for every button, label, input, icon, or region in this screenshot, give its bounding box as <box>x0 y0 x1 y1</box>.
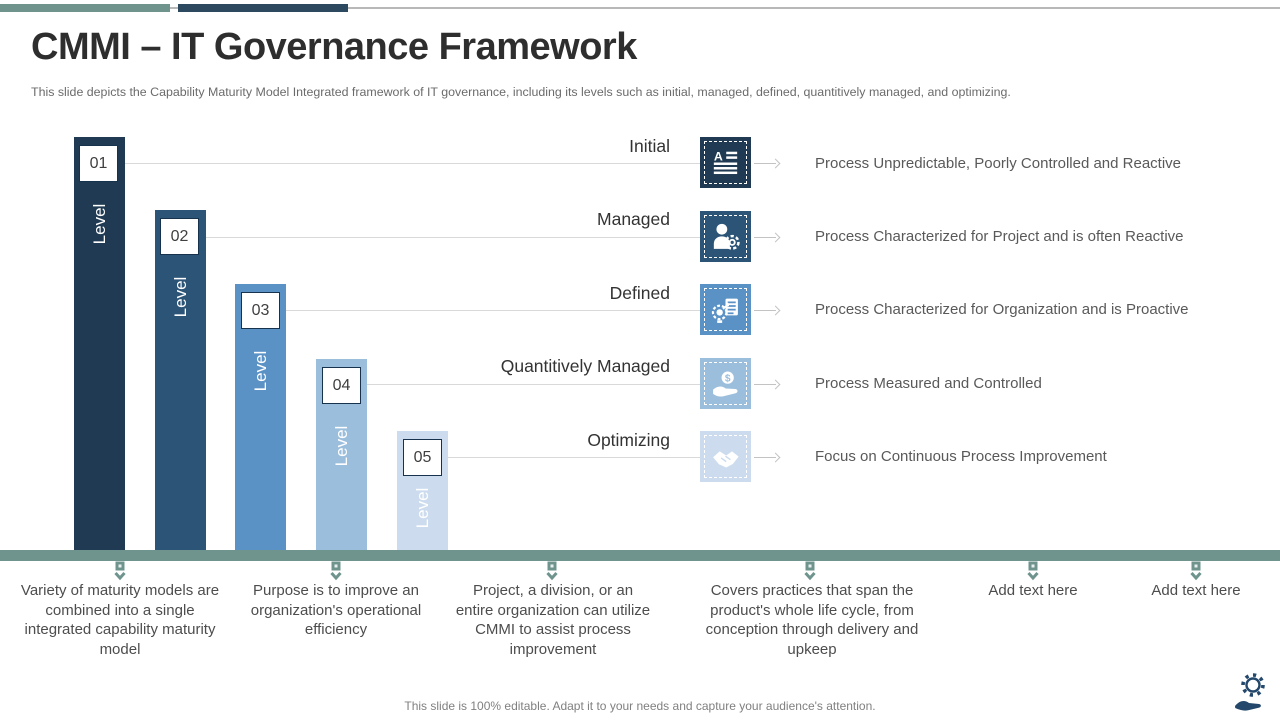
level-number: 04 <box>332 376 351 394</box>
level-number: 03 <box>251 301 270 319</box>
timeline-marker-icon <box>1190 561 1202 583</box>
timeline-marker-icon <box>804 561 816 583</box>
connector-line <box>441 457 700 458</box>
arrowhead-icon <box>770 232 781 243</box>
level-number: 02 <box>170 227 189 245</box>
user-gear-icon <box>700 211 751 262</box>
level-number: 05 <box>413 448 432 466</box>
level-word-vertical: Level <box>331 425 351 467</box>
top-accent-blue <box>178 4 348 12</box>
arrowhead-icon <box>770 305 781 316</box>
timeline-note: Project, a division, or an entire organi… <box>455 582 651 658</box>
timeline-marker-icon <box>546 561 558 583</box>
arrow-line <box>754 457 776 458</box>
level-description: Process Unpredictable, Poorly Controlled… <box>815 155 1182 172</box>
level-bar-02 <box>155 210 206 550</box>
page-subtitle: This slide depicts the Capability Maturi… <box>31 85 1011 99</box>
connector-line <box>199 237 700 238</box>
level-number: 01 <box>89 154 108 172</box>
timeline-marker-icon <box>330 561 342 583</box>
level-number-badge: 04 <box>322 367 361 404</box>
top-accent-green <box>0 4 170 12</box>
hand-coin-icon: $ <box>700 358 751 409</box>
connector-line <box>117 163 700 164</box>
handshake-icon <box>700 431 751 482</box>
top-divider-line <box>0 7 1280 9</box>
level-label-quantitively-managed: Quantitively Managed <box>500 356 670 376</box>
timeline-note: Covers practices that span the product's… <box>705 582 919 658</box>
level-description: Process Characterized for Project and is… <box>815 228 1184 245</box>
arrow-line <box>754 384 776 385</box>
editable-note: This slide is 100% editable. Adapt it to… <box>404 699 876 713</box>
level-number-badge: 01 <box>79 145 118 182</box>
level-number-badge: 02 <box>160 218 199 255</box>
arrowhead-icon <box>770 379 781 390</box>
timeline-note: Variety of maturity models are combined … <box>20 582 220 658</box>
level-label-optimizing: Optimizing <box>587 430 670 450</box>
level-number-badge: 05 <box>403 439 442 476</box>
level-word-vertical: Level <box>170 276 190 318</box>
svg-text:$: $ <box>725 373 731 384</box>
level-description: Focus on Continuous Process Improvement <box>815 448 1107 465</box>
level-description: Process Measured and Controlled <box>815 375 1042 392</box>
level-label-defined: Defined <box>609 283 670 303</box>
level-word-vertical: Level <box>89 203 109 245</box>
arrow-line <box>754 237 776 238</box>
connector-line <box>361 384 700 385</box>
level-label-initial: Initial <box>629 136 670 156</box>
level-description: Process Characterized for Organization a… <box>815 301 1189 318</box>
timeline-marker-icon <box>114 561 126 583</box>
svg-text:A: A <box>714 149 723 163</box>
arrow-line <box>754 310 776 311</box>
level-bar-01 <box>74 137 125 550</box>
hand-gear-logo-icon <box>1230 670 1274 716</box>
idea-target-document-icon <box>700 284 751 335</box>
timeline-band <box>0 550 1280 561</box>
timeline-note-placeholder[interactable]: Add text here <box>988 582 1078 599</box>
connector-line <box>281 310 700 311</box>
page-title: CMMI – IT Governance Framework <box>31 26 637 68</box>
level-number-badge: 03 <box>241 292 280 329</box>
arrowhead-icon <box>770 452 781 463</box>
level-word-vertical: Level <box>250 350 270 392</box>
timeline-note: Purpose is to improve an organization's … <box>250 582 422 638</box>
level-label-managed: Managed <box>597 209 670 229</box>
arrowhead-icon <box>770 158 781 169</box>
timeline-note-placeholder[interactable]: Add text here <box>1151 582 1241 599</box>
arrow-line <box>754 163 776 164</box>
level-word-vertical: Level <box>412 487 432 529</box>
timeline-marker-icon <box>1027 561 1039 583</box>
text-document-icon: A <box>700 137 751 188</box>
